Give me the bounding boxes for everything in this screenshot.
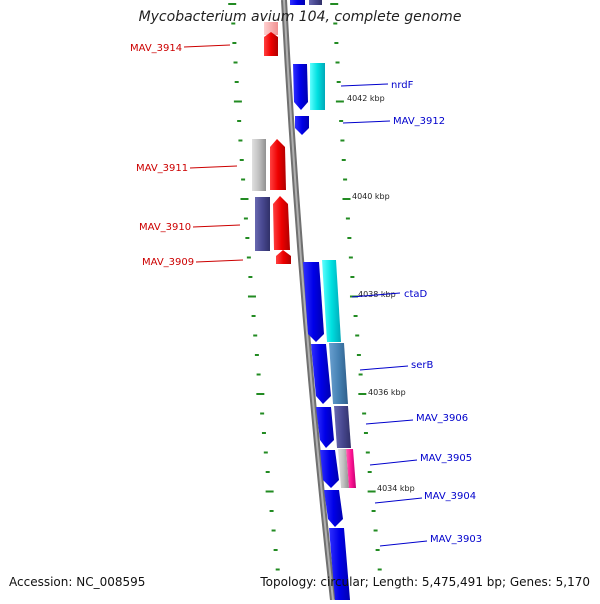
tick-marks bbox=[228, 3, 382, 571]
gene-arrow-top-stub[interactable] bbox=[264, 22, 278, 35]
leader-line bbox=[189, 165, 238, 169]
leader-line bbox=[365, 419, 414, 425]
reverse-genes bbox=[252, 22, 291, 264]
backbone-inner bbox=[283, 0, 334, 601]
page-title: Mycobacterium avium 104, complete genome bbox=[138, 9, 462, 25]
leader-line bbox=[374, 497, 423, 504]
kbp-label: 4040 kbp bbox=[352, 192, 390, 201]
forward-gene-labels: nrdF MAV_3912 ctaD serB MAV_3906 MAV_390… bbox=[340, 80, 482, 547]
leader-line bbox=[359, 365, 409, 371]
gene-arrow-mav-3910[interactable] bbox=[273, 196, 290, 250]
gene-arrow-mav-3914[interactable] bbox=[264, 32, 278, 56]
leader-line bbox=[342, 120, 391, 124]
gene-arrow-mav-3904[interactable] bbox=[324, 490, 343, 527]
cog-box-grey bbox=[252, 139, 266, 191]
gene-label-mav-3904[interactable]: MAV_3904 bbox=[424, 491, 476, 502]
cog-box-nrdf bbox=[310, 63, 325, 110]
gene-label-serb[interactable]: serB bbox=[411, 360, 433, 371]
gene-arrow-mav-3903[interactable] bbox=[329, 528, 350, 600]
kbp-label: 4042 kbp bbox=[347, 94, 385, 103]
leader-line bbox=[369, 459, 418, 466]
gene-label-mav-3910[interactable]: MAV_3910 bbox=[139, 222, 191, 233]
leader-line bbox=[192, 224, 241, 228]
gene-arrow-mav-3912[interactable] bbox=[295, 116, 309, 135]
gene-label-mav-3912[interactable]: MAV_3912 bbox=[393, 116, 445, 127]
gene-label-mav-3903[interactable]: MAV_3903 bbox=[430, 534, 482, 545]
gene-arrow-mav-3906[interactable] bbox=[316, 407, 334, 448]
reverse-gene-labels: MAV_3914 MAV_3911 MAV_3910 MAV_3909 bbox=[130, 43, 244, 268]
kbp-label: 4036 kbp bbox=[368, 388, 406, 397]
gene-arrow-nrdf[interactable] bbox=[293, 64, 308, 110]
gene-arrow-serb[interactable] bbox=[311, 344, 331, 404]
gene-label-mav-3911[interactable]: MAV_3911 bbox=[136, 163, 188, 174]
cog-box-serb bbox=[329, 343, 348, 404]
gene-label-nrdf[interactable]: nrdF bbox=[391, 80, 414, 91]
gene-arrow-mav-3905[interactable] bbox=[320, 450, 339, 488]
genome-summary-text: Topology: circular; Length: 5,475,491 bp… bbox=[260, 575, 590, 589]
gene-block-top[interactable] bbox=[290, 0, 305, 5]
leader-line bbox=[183, 44, 231, 48]
gene-label-mav-3914[interactable]: MAV_3914 bbox=[130, 43, 182, 54]
leader-line bbox=[351, 292, 401, 298]
gene-label-mav-3906[interactable]: MAV_3906 bbox=[416, 413, 468, 424]
gene-arrow-mav-3911[interactable] bbox=[270, 139, 286, 190]
forward-genes bbox=[290, 0, 356, 600]
leader-line bbox=[195, 259, 244, 263]
gene-label-ctad[interactable]: ctaD bbox=[404, 289, 428, 300]
cog-box-mav-3906 bbox=[334, 406, 351, 448]
cog-block-top bbox=[309, 0, 322, 5]
gene-label-mav-3909[interactable]: MAV_3909 bbox=[142, 257, 194, 268]
cog-box-mav-3905 bbox=[338, 449, 349, 488]
gene-label-mav-3905[interactable]: MAV_3905 bbox=[420, 453, 472, 464]
cog-box-mav-3905-pink bbox=[346, 449, 356, 488]
gene-arrow-ctad[interactable] bbox=[303, 262, 324, 342]
leader-line bbox=[340, 83, 389, 87]
kbp-label: 4034 kbp bbox=[377, 484, 415, 493]
gene-arrow-mav-3909[interactable] bbox=[276, 250, 291, 264]
cog-box-slate bbox=[255, 197, 270, 251]
leader-line bbox=[379, 540, 428, 547]
accession-text: Accession: NC_008595 bbox=[9, 575, 146, 589]
cog-box-ctad bbox=[322, 260, 341, 342]
